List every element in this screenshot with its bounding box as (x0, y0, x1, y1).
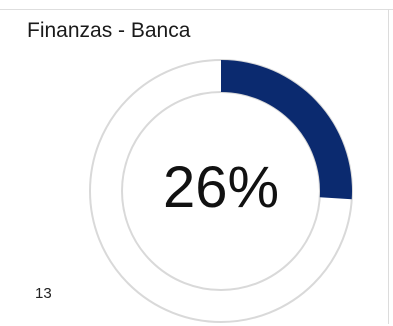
progress-donut (89, 59, 353, 323)
count-label: 13 (35, 285, 52, 302)
right-divider (388, 9, 389, 324)
percent-label: 26% (162, 155, 280, 220)
widget-title: Finanzas - Banca (27, 19, 191, 42)
top-divider (0, 9, 393, 10)
donut-progress-arc (221, 60, 352, 200)
